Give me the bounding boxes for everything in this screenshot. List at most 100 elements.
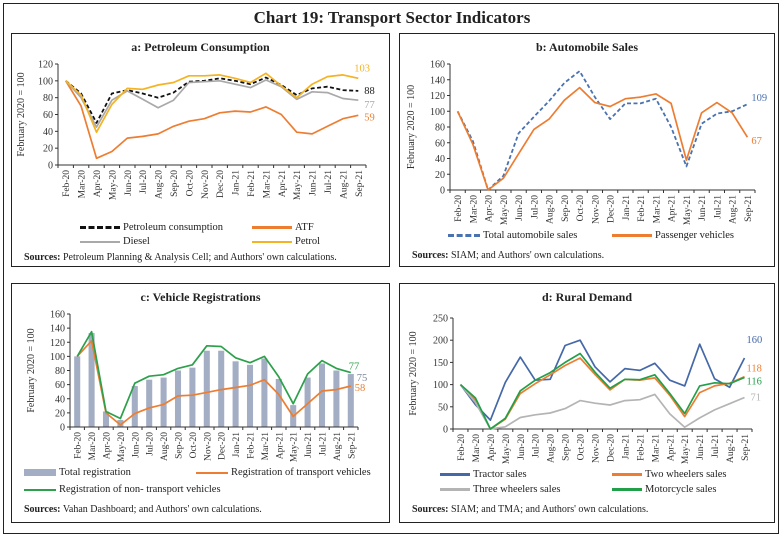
data-label-end: 109 xyxy=(751,93,767,104)
y-tick-label: 0 xyxy=(48,161,53,172)
x-tick-label: Aug-20 xyxy=(546,195,556,224)
x-tick-label: Feb-21 xyxy=(247,170,257,197)
x-tick-label: Jun-20 xyxy=(124,170,134,196)
x-tick-label: Dec-20 xyxy=(607,195,617,223)
y-tick-label: 80 xyxy=(435,123,445,134)
x-tick-label: Mar-21 xyxy=(651,434,661,463)
legend: Total automobile sales Passenger vehicle… xyxy=(400,34,774,266)
x-tick-label: Jun-20 xyxy=(515,195,525,221)
bar-total-registration xyxy=(261,358,268,427)
x-tick-label: Jul-20 xyxy=(146,432,156,456)
data-label-end: 59 xyxy=(364,112,375,123)
legend-swatch xyxy=(80,240,120,243)
panel-rural-demand: d: Rural Demand 0 50 100 150 200 250 February … xyxy=(399,283,775,523)
x-tick-label: Mar-21 xyxy=(262,170,272,199)
panel-vehicle-registrations: c: Vehicle Registrations 0 20 40 60 80 100 120… xyxy=(11,283,390,523)
legend-label: Motorcycle sales xyxy=(645,484,717,495)
x-tick-label: Jan-21 xyxy=(622,195,632,221)
legend-label: Diesel xyxy=(123,236,150,247)
series-line-diesel xyxy=(65,79,359,128)
x-tick-label: Jun-21 xyxy=(309,170,319,196)
series-line-motorcycle-sales xyxy=(459,352,745,430)
x-tick-label: Oct-20 xyxy=(185,170,195,197)
x-tick-label: Jan-21 xyxy=(232,170,242,196)
x-tick-label: Apr-20 xyxy=(93,170,103,197)
x-tick-label: Sep-20 xyxy=(170,170,180,197)
bar-total-registration xyxy=(74,356,81,427)
x-tick-label: Sep-21 xyxy=(744,195,754,222)
x-tick-label: Apr-20 xyxy=(485,195,495,222)
x-tick-label: Mar-21 xyxy=(261,432,271,461)
bar-total-registration xyxy=(174,370,182,427)
series-line-three-wheelers-sales xyxy=(459,384,745,430)
x-tick-label: Feb-20 xyxy=(457,434,467,461)
x-tick-label: Feb-20 xyxy=(454,195,464,222)
x-tick-label: Feb-20 xyxy=(74,432,84,459)
y-tick-label: 0 xyxy=(440,186,445,197)
x-tick-label: Jun-21 xyxy=(698,195,708,221)
figure-frame xyxy=(3,3,779,534)
source-text: SIAM; and Authors' own calculations. xyxy=(450,250,605,261)
x-tick-label: Apr-21 xyxy=(278,170,288,197)
x-tick-label: Apr-21 xyxy=(666,434,676,461)
legend-swatch xyxy=(612,234,652,237)
legend-swatch xyxy=(448,234,480,237)
x-tick-label: Oct-20 xyxy=(576,195,586,222)
bar-total-registration xyxy=(347,374,354,427)
y-tick-label: 20 xyxy=(55,408,65,419)
x-tick-label: May-21 xyxy=(681,434,691,464)
x-tick-label: Nov-20 xyxy=(592,434,602,463)
x-tick-label: Sep-20 xyxy=(561,195,571,222)
bar-total-registration xyxy=(117,419,124,427)
x-tick-label: Sep-20 xyxy=(562,434,572,461)
x-tick-label: Jun-20 xyxy=(517,434,527,460)
source-text: Petroleum Planning & Analysis Cell; and … xyxy=(62,252,337,263)
x-tick-label: Mar-21 xyxy=(652,195,662,224)
legend-item-petroleum-consumption: Petroleum consumption xyxy=(80,222,223,233)
data-label-end: 160 xyxy=(747,335,763,346)
y-axis-label: February 2020 = 100 xyxy=(26,328,37,412)
legend-swatch xyxy=(24,488,56,491)
y-tick-label: 20 xyxy=(435,170,445,181)
y-tick-label: 0 xyxy=(443,425,448,436)
y-tick-label: 160 xyxy=(430,60,445,71)
y-tick-label: 40 xyxy=(55,394,65,405)
legend-item-total-automobile-sales: Total automobile sales xyxy=(448,230,577,241)
legend-swatch xyxy=(252,240,292,243)
legend: Petroleum consumption ATF Diesel Petrol xyxy=(12,34,389,266)
x-tick-label: Sep-20 xyxy=(175,432,185,459)
legend-label: Total automobile sales xyxy=(483,230,578,241)
legend-item-three-wheelers-sales: Three wheelers sales xyxy=(440,484,560,495)
x-tick-label: May-21 xyxy=(293,170,303,200)
legend-swatch xyxy=(612,473,642,476)
y-tick-label: 250 xyxy=(433,314,448,325)
panel-title: a: Petroleum Consumption xyxy=(131,40,270,54)
bar-total-registration xyxy=(333,370,340,427)
data-label-end: 77 xyxy=(349,362,360,373)
x-tick-label: Aug-21 xyxy=(333,432,343,461)
legend-item-tractor-sales: Tractor sales xyxy=(440,469,527,480)
bar-total-registration xyxy=(88,333,95,427)
legend-item-diesel: Diesel xyxy=(80,236,150,247)
x-tick-label: May-20 xyxy=(502,434,512,464)
legend-label: Tractor sales xyxy=(473,469,527,480)
data-label-end: 77 xyxy=(364,100,375,111)
x-tick-label: Mar-20 xyxy=(88,432,98,461)
y-tick-label: 150 xyxy=(433,358,448,369)
y-tick-label: 140 xyxy=(430,75,445,86)
bar-total-registration xyxy=(304,377,311,427)
panel-title: d: Rural Demand xyxy=(541,290,632,304)
y-tick-label: 40 xyxy=(43,127,53,138)
panel-title: b: Automobile Sales xyxy=(535,40,638,54)
legend-label: Petroleum consumption xyxy=(123,222,224,233)
source-note: Sources: SIAM; and Authors' own calculat… xyxy=(412,250,604,261)
legend-item-atf: ATF xyxy=(252,222,314,233)
x-tick-label: Feb-21 xyxy=(637,195,647,222)
page-title: Chart 19: Transport Sector Indicators xyxy=(253,8,531,27)
x-tick-label: Nov-20 xyxy=(203,432,213,461)
series-line-passenger-vehicles xyxy=(456,86,749,191)
series-line-registration-of-non-transport-vehicles xyxy=(76,330,352,420)
x-tick-label: Aug-21 xyxy=(339,170,349,199)
x-tick-label: Dec-20 xyxy=(216,170,226,198)
y-tick-label: 120 xyxy=(38,60,53,71)
